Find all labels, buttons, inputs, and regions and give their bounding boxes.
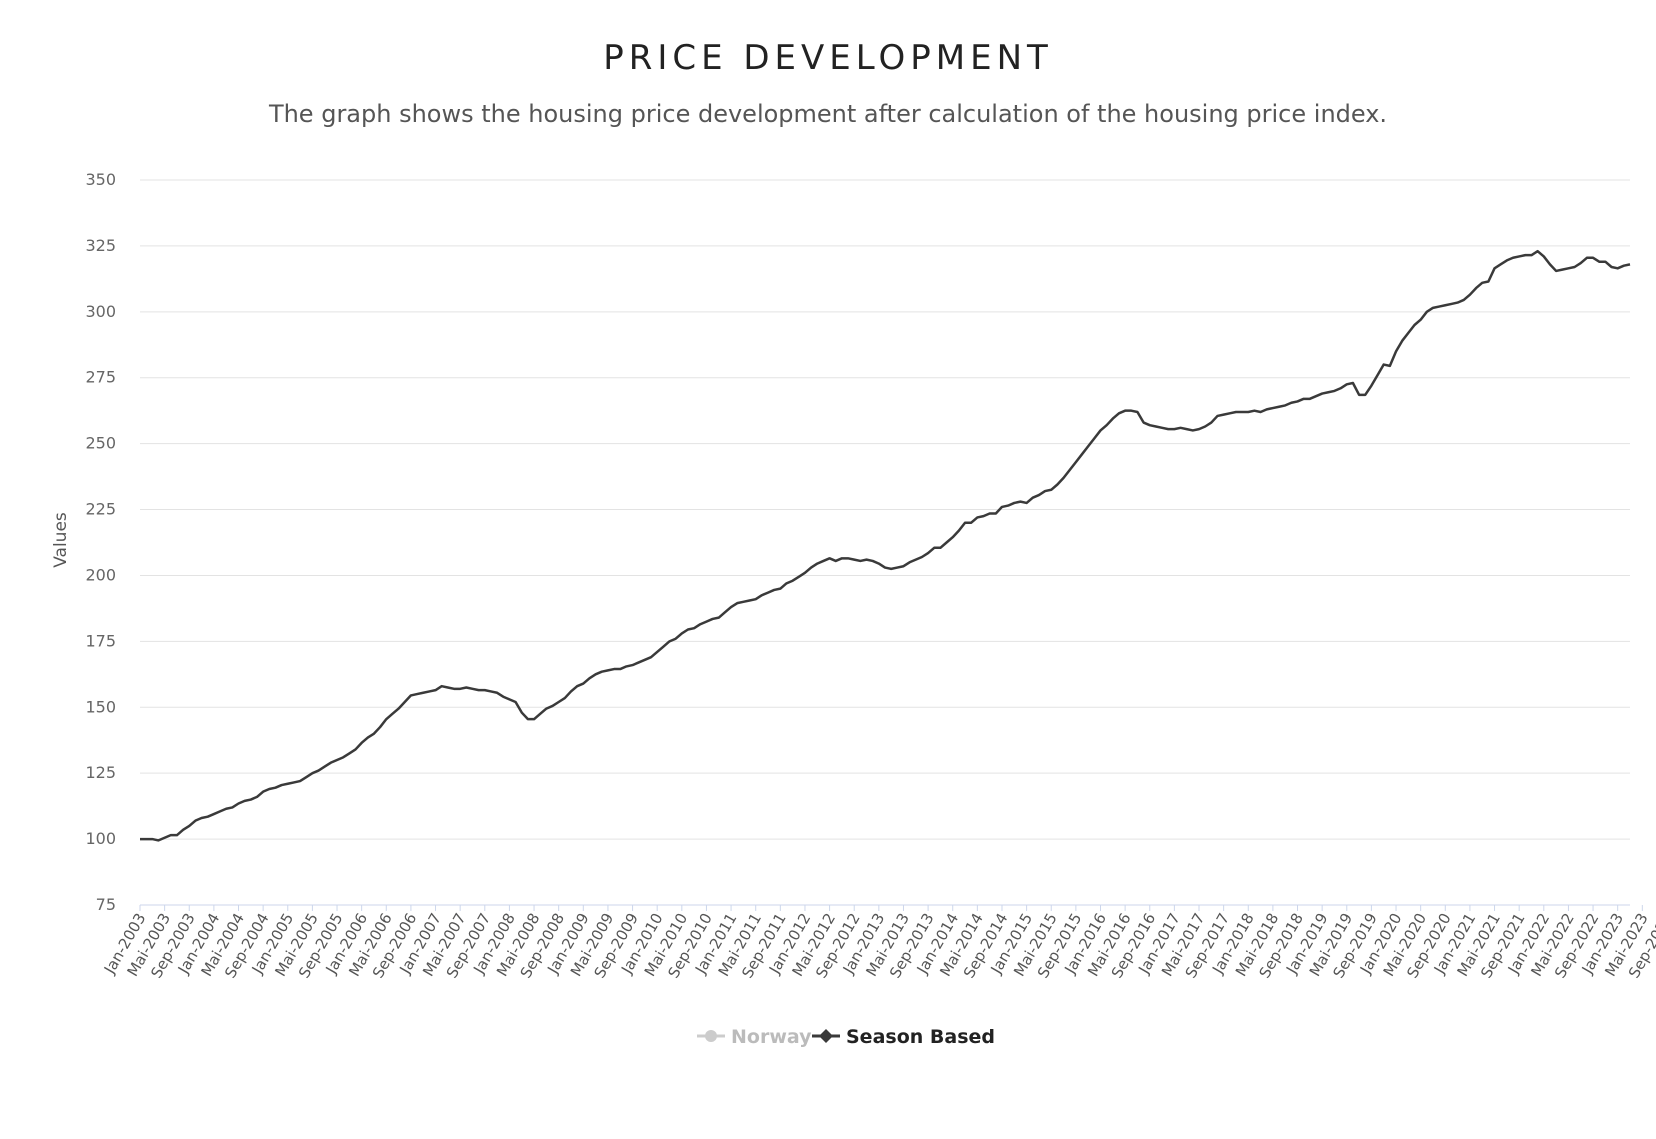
y-axis-ticks: 75 100 125 150 175 200 225 250 275 300 325 350 xyxy=(85,170,116,914)
y-tick-label: 350 xyxy=(85,170,116,189)
y-tick-label: 175 xyxy=(85,631,116,650)
y-tick-label: 125 xyxy=(85,763,116,782)
grid-lines xyxy=(140,179,1630,906)
y-tick-label: 150 xyxy=(85,697,116,716)
series-line-season-based[interactable] xyxy=(140,249,1631,842)
y-tick-label: 300 xyxy=(85,302,116,321)
y-tick-label: 75 xyxy=(96,895,116,914)
legend: Norway Season Based xyxy=(697,1026,995,1048)
y-tick-label: 100 xyxy=(85,829,116,848)
legend-item-norway[interactable]: Norway xyxy=(697,1026,812,1048)
y-tick-label: 250 xyxy=(85,434,116,453)
y-axis-label: Values xyxy=(51,512,71,568)
legend-item-season-based[interactable]: Season Based xyxy=(812,1026,995,1048)
series-layer xyxy=(140,249,1631,842)
legend-season-diamond-icon xyxy=(819,1029,833,1043)
y-tick-label: 200 xyxy=(85,565,116,584)
x-axis-ticks: Jan-2003Mai-2003Sep-2003Jan-2004Mai-2004… xyxy=(100,905,1656,981)
y-tick-label: 275 xyxy=(85,368,116,387)
y-tick-label: 325 xyxy=(85,236,116,255)
chart-title: PRICE DEVELOPMENT xyxy=(603,38,1053,78)
chart-subtitle: The graph shows the housing price develo… xyxy=(268,100,1388,128)
y-tick-label: 225 xyxy=(85,500,116,519)
legend-season-label: Season Based xyxy=(846,1026,995,1048)
legend-norway-circle-icon xyxy=(705,1030,717,1042)
legend-norway-label: Norway xyxy=(731,1026,812,1048)
